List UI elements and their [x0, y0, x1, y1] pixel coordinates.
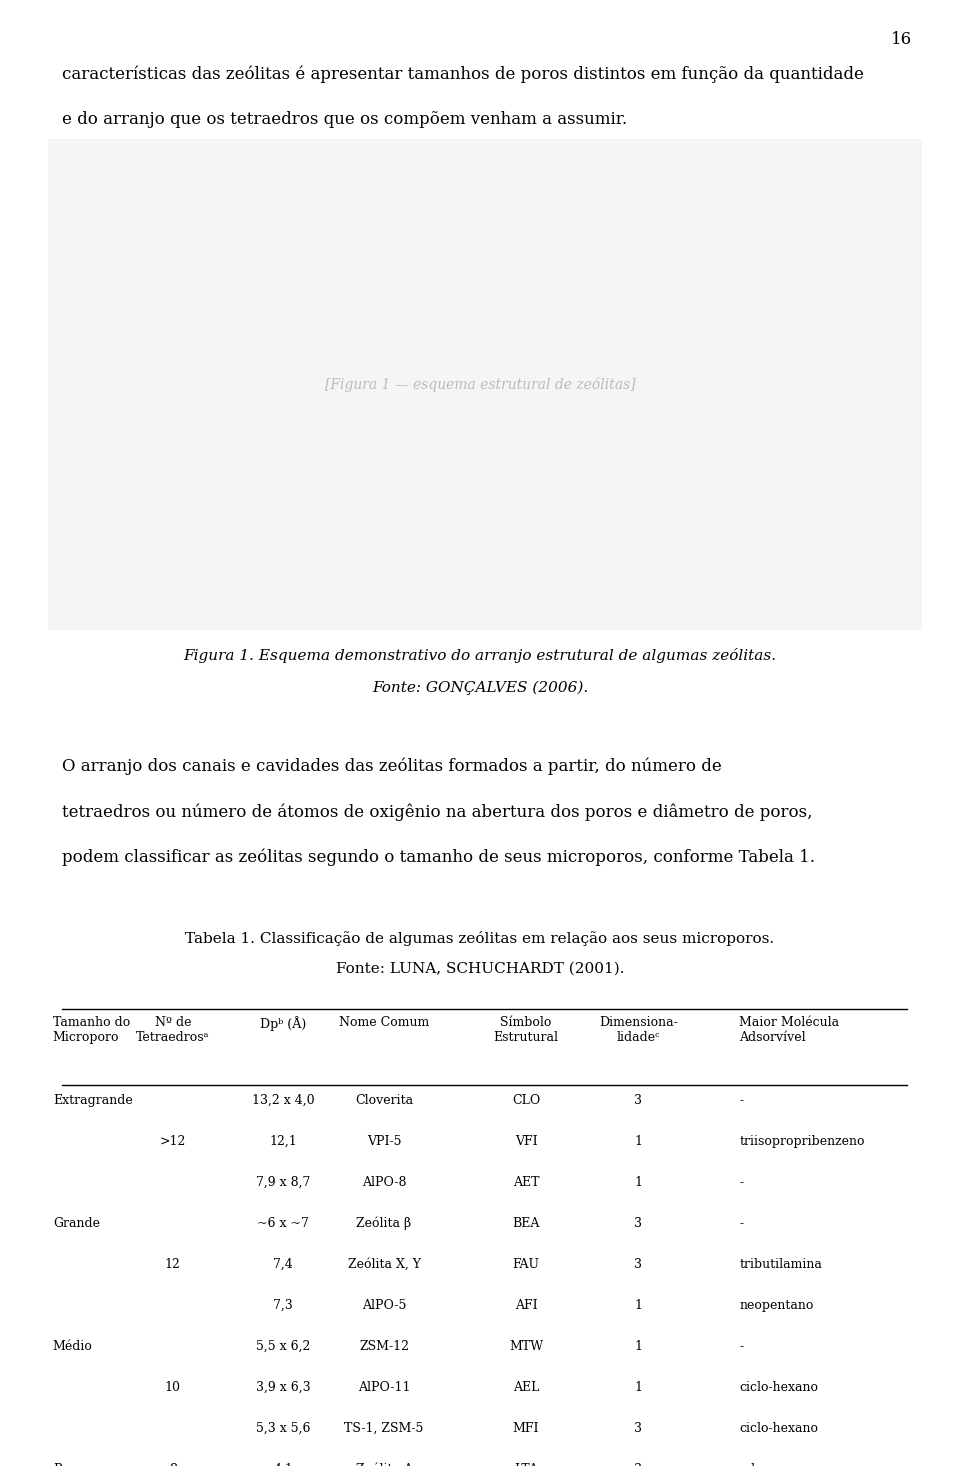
Text: ZSM-12: ZSM-12	[359, 1340, 409, 1353]
Text: neopentano: neopentano	[739, 1299, 813, 1312]
Text: TS-1, ZSM-5: TS-1, ZSM-5	[345, 1422, 423, 1435]
Text: AlPO-11: AlPO-11	[358, 1381, 410, 1394]
Text: 8: 8	[169, 1463, 177, 1466]
Text: 3: 3	[635, 1422, 642, 1435]
Bar	[48, 139, 922, 630]
Text: -: -	[739, 1094, 743, 1107]
Text: Dimensiona-
lidadeᶜ: Dimensiona- lidadeᶜ	[599, 1016, 678, 1044]
Text: 5,5 x 6,2: 5,5 x 6,2	[256, 1340, 310, 1353]
Text: Fonte: LUNA, SCHUCHARDT (2001).: Fonte: LUNA, SCHUCHARDT (2001).	[336, 962, 624, 976]
Text: Nome Comum: Nome Comum	[339, 1016, 429, 1029]
Text: 3: 3	[635, 1258, 642, 1271]
Text: 7,4: 7,4	[274, 1258, 293, 1271]
Text: Fonte: GONÇALVES (2006).: Fonte: GONÇALVES (2006).	[372, 680, 588, 695]
Text: ~6 x ~7: ~6 x ~7	[257, 1217, 309, 1230]
Text: 1: 1	[635, 1340, 642, 1353]
Text: 3: 3	[635, 1094, 642, 1107]
Text: tetraedros ou número de átomos de oxigênio na abertura dos poros e diâmetro de p: tetraedros ou número de átomos de oxigên…	[62, 803, 813, 821]
Text: Nº de
Tetraedrosᵃ: Nº de Tetraedrosᵃ	[136, 1016, 209, 1044]
Text: Zeólita X, Y: Zeólita X, Y	[348, 1258, 420, 1271]
Text: Tabela 1. Classificação de algumas zeólitas em relação aos seus microporos.: Tabela 1. Classificação de algumas zeóli…	[185, 931, 775, 946]
Text: Maior Molécula
Adsorvível: Maior Molécula Adsorvível	[739, 1016, 839, 1044]
Text: 1: 1	[635, 1299, 642, 1312]
Text: Figura 1. Esquema demonstrativo do arranjo estrutural de algumas zeólitas.: Figura 1. Esquema demonstrativo do arran…	[183, 648, 777, 663]
Text: >12: >12	[159, 1135, 186, 1148]
Text: 4,1: 4,1	[274, 1463, 293, 1466]
Text: 7,3: 7,3	[274, 1299, 293, 1312]
Text: AEL: AEL	[513, 1381, 540, 1394]
Text: Dpᵇ (Å): Dpᵇ (Å)	[260, 1016, 306, 1031]
Text: 7,9 x 8,7: 7,9 x 8,7	[256, 1176, 310, 1189]
Text: n-hexano: n-hexano	[739, 1463, 797, 1466]
Text: [Figura 1 — esquema estrutural de zeólitas]: [Figura 1 — esquema estrutural de zeólit…	[324, 377, 636, 393]
Text: Zeólita β: Zeólita β	[356, 1217, 412, 1230]
Text: 16: 16	[891, 31, 912, 48]
Text: Extragrande: Extragrande	[53, 1094, 132, 1107]
Text: MTW: MTW	[509, 1340, 543, 1353]
Text: LTA: LTA	[515, 1463, 538, 1466]
Text: 1: 1	[635, 1176, 642, 1189]
Text: 3: 3	[635, 1463, 642, 1466]
Text: 3,9 x 6,3: 3,9 x 6,3	[256, 1381, 310, 1394]
Text: Tamanho do
Microporo: Tamanho do Microporo	[53, 1016, 130, 1044]
Text: MFI: MFI	[513, 1422, 540, 1435]
Text: Médio: Médio	[53, 1340, 93, 1353]
Text: FAU: FAU	[513, 1258, 540, 1271]
Text: AET: AET	[513, 1176, 540, 1189]
Text: 5,3 x 5,6: 5,3 x 5,6	[256, 1422, 310, 1435]
Text: ciclo-hexano: ciclo-hexano	[739, 1422, 818, 1435]
Text: AlPO-5: AlPO-5	[362, 1299, 406, 1312]
Text: O arranjo dos canais e cavidades das zeólitas formados a partir, do número de: O arranjo dos canais e cavidades das zeó…	[62, 758, 722, 776]
Text: podem classificar as zeólitas segundo o tamanho de seus microporos, conforme Tab: podem classificar as zeólitas segundo o …	[62, 849, 815, 866]
Text: Pequeno: Pequeno	[53, 1463, 108, 1466]
Text: BEA: BEA	[513, 1217, 540, 1230]
Text: VPI-5: VPI-5	[367, 1135, 401, 1148]
Text: Zeólita A: Zeólita A	[355, 1463, 413, 1466]
Text: AlPO-8: AlPO-8	[362, 1176, 406, 1189]
Text: Símbolo
Estrutural: Símbolo Estrutural	[493, 1016, 559, 1044]
Text: e do arranjo que os tetraedros que os compõem venham a assumir.: e do arranjo que os tetraedros que os co…	[62, 111, 628, 129]
Text: 12: 12	[165, 1258, 180, 1271]
Text: ciclo-hexano: ciclo-hexano	[739, 1381, 818, 1394]
Text: AFI: AFI	[515, 1299, 538, 1312]
Text: Grande: Grande	[53, 1217, 100, 1230]
Text: 13,2 x 4,0: 13,2 x 4,0	[252, 1094, 315, 1107]
Text: 10: 10	[165, 1381, 180, 1394]
Text: VFI: VFI	[515, 1135, 538, 1148]
Text: 1: 1	[635, 1135, 642, 1148]
Text: 3: 3	[635, 1217, 642, 1230]
Text: 1: 1	[635, 1381, 642, 1394]
Text: -: -	[739, 1217, 743, 1230]
Text: CLO: CLO	[512, 1094, 540, 1107]
Text: Cloverita: Cloverita	[355, 1094, 413, 1107]
Text: características das zeólitas é apresentar tamanhos de poros distintos em função : características das zeólitas é apresenta…	[62, 66, 864, 84]
Text: tributilamina: tributilamina	[739, 1258, 822, 1271]
Text: -: -	[739, 1340, 743, 1353]
Text: triisopropribenzeno: triisopropribenzeno	[739, 1135, 865, 1148]
Text: -: -	[739, 1176, 743, 1189]
Text: 12,1: 12,1	[270, 1135, 297, 1148]
